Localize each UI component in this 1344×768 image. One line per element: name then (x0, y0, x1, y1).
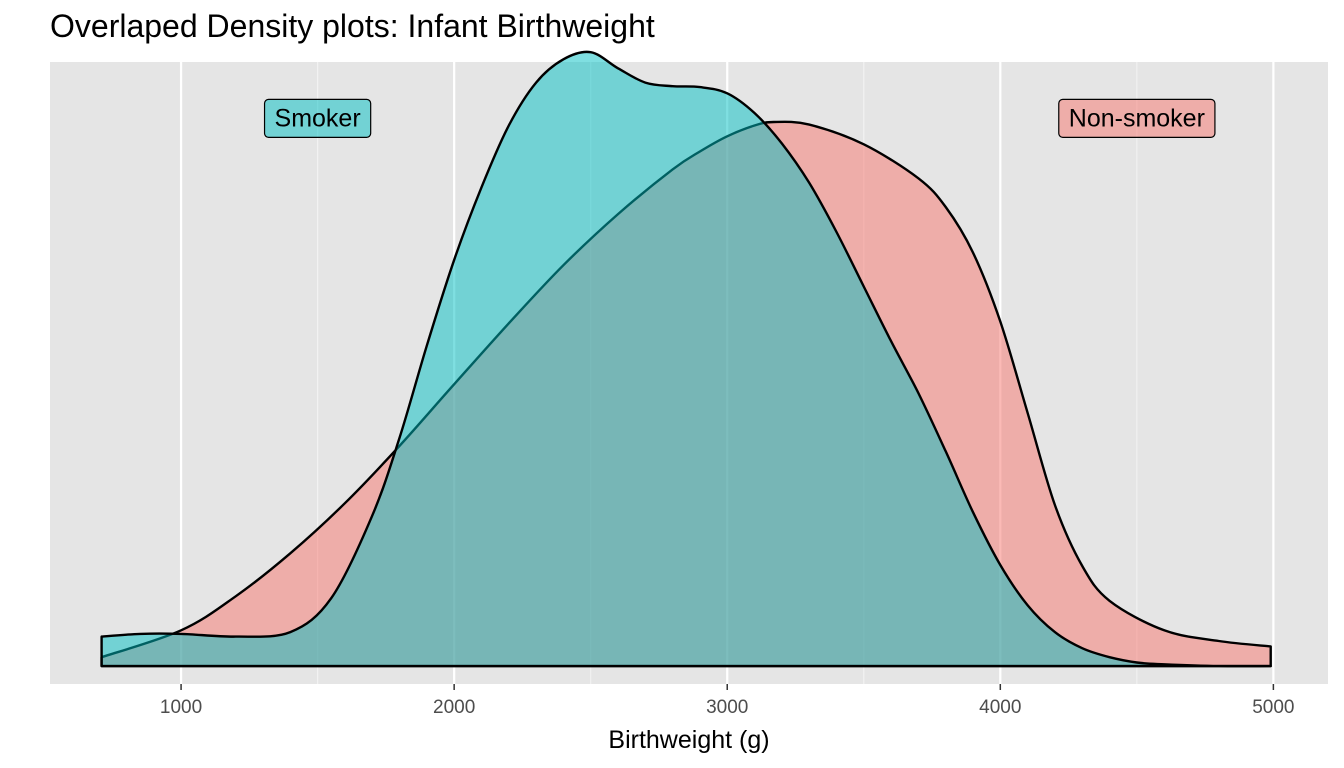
non-smoker-annotation: Non-smoker (1058, 98, 1216, 138)
x-tick-label: 3000 (706, 697, 748, 718)
density-areas (100, 50, 1272, 668)
x-axis: 1000 2000 3000 4000 5000 (160, 684, 1295, 718)
annotations: Smoker Non-smoker (263, 98, 1216, 138)
smoker-annotation-label: Smoker (275, 104, 361, 132)
x-axis-title: Birthweight (g) (608, 726, 769, 754)
smoker-density-area (100, 50, 1272, 668)
non-smoker-annotation-box (1058, 98, 1216, 138)
smoker-annotation: Smoker (263, 98, 372, 138)
x-tick-label: 4000 (979, 697, 1021, 718)
smoker-annotation-box (263, 98, 372, 138)
x-tick-label: 2000 (433, 697, 475, 718)
x-tick-label: 5000 (1252, 697, 1294, 718)
x-tick-label: 1000 (160, 697, 202, 718)
chart-title: Overlaped Density plots: Infant Birthwei… (50, 8, 655, 44)
non-smoker-annotation-label: Non-smoker (1069, 104, 1205, 132)
